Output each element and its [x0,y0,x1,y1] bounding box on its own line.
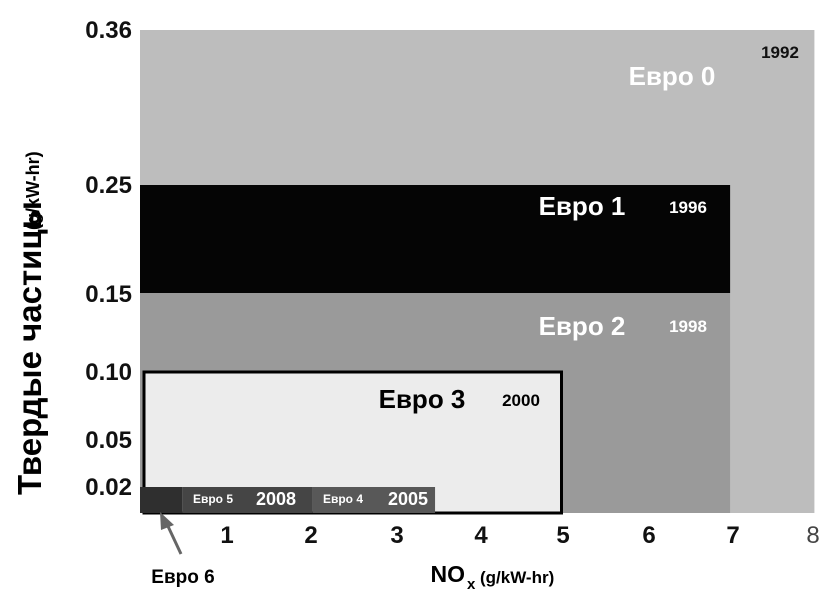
region-euro-5 [182,487,313,513]
label-euro-1: Евро 1 [539,191,626,221]
label-euro-6: Евро 6 [151,567,214,588]
x-axis-label-subscript: x [467,576,476,593]
y-tick-label: 0.36 [85,17,132,44]
year-euro-4: 2005 [388,489,428,509]
region-euro-1 [140,185,731,293]
year-euro-5: 2008 [256,489,296,509]
label-euro-3: Евро 3 [379,384,466,414]
x-tick-label: 3 [390,522,403,549]
label-euro-5: Евро 5 [193,492,233,506]
label-euro-0: Евро 0 [629,61,716,91]
x-tick-label: 5 [556,522,569,549]
year-euro-2: 1998 [669,317,707,336]
label-euro-4: Евро 4 [323,492,363,506]
y-tick-label: 0.10 [85,359,132,386]
y-tick-label: 0.15 [85,281,132,308]
x-tick-label: 1 [220,522,233,549]
region-euro-6 [140,487,183,513]
region-euro-4 [312,487,436,513]
year-euro-1: 1996 [669,198,707,217]
euro-6-arrowhead [160,512,174,530]
x-tick-label: 7 [726,522,739,549]
euro-6-arrow [164,521,183,555]
x-tick-label: 2 [304,522,317,549]
x-tick-label: 4 [474,522,488,549]
x-axis-label: NO [431,561,466,587]
y-tick-label: 0.02 [85,474,132,501]
x-tick-label: 8 [806,522,819,549]
x-tick-label: 6 [642,522,655,549]
y-tick-label: 0.25 [85,172,132,199]
x-axis-unit: (g/kW-hr) [480,568,554,587]
label-euro-2: Евро 2 [539,311,626,341]
y-tick-label: 0.05 [85,427,132,454]
year-euro-0: 1992 [761,43,799,62]
y-axis-unit: (g/kW-hr) [23,151,43,230]
year-euro-3: 2000 [502,391,540,410]
y-axis-label: Твердые частицы [11,201,48,495]
